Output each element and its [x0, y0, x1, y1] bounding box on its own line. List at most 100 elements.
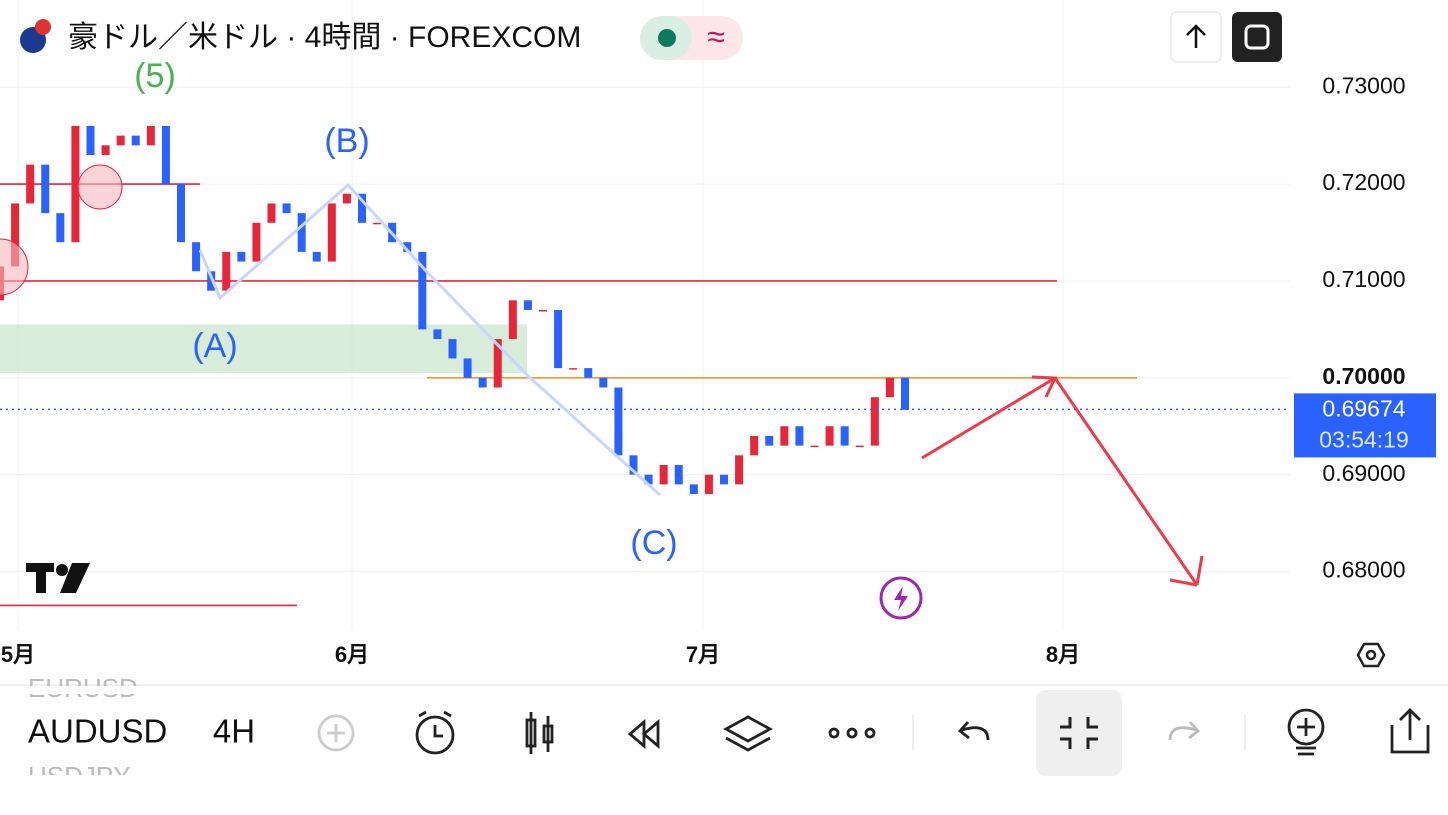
candle-body	[901, 377, 909, 410]
y-tick-label: 0.72000	[1322, 169, 1405, 195]
candle-body	[56, 213, 65, 243]
candle-body	[403, 242, 412, 252]
candle-body	[704, 474, 713, 495]
price-badge	[1294, 393, 1436, 458]
candle-body	[146, 125, 155, 146]
circle-drawing	[0, 238, 29, 296]
y-tick-label: 0.68000	[1322, 557, 1405, 583]
fade	[0, 775, 180, 795]
arrows	[921, 375, 1204, 587]
candle-body	[599, 377, 608, 388]
candle-body	[795, 426, 804, 446]
candle-body	[312, 251, 321, 262]
candle-body	[222, 251, 231, 291]
candle-body	[478, 377, 487, 388]
candle-body	[584, 368, 593, 378]
symbol-selected[interactable]: AUDUSD	[28, 713, 167, 750]
candle-body	[342, 193, 351, 204]
delay-icon: ≈	[707, 18, 725, 54]
candle-body	[810, 445, 819, 448]
plot: 0.73000 0.72000 0.71000 0.70000 0.69000 0.680…	[0, 0, 1436, 667]
annotation: (B)	[324, 122, 369, 160]
candle-body	[674, 465, 683, 485]
candle-body	[629, 455, 638, 475]
candle-body	[418, 251, 427, 330]
x-tick-label: 8月	[1046, 642, 1080, 667]
candle-body	[71, 125, 80, 243]
fullscreen-button[interactable]	[1232, 12, 1282, 62]
candle-body	[192, 242, 201, 272]
candle-body	[720, 474, 728, 485]
symbol-title: 豪ドル／米ドル · 4時間 · FOREXCOM	[68, 21, 581, 54]
event-icon[interactable]	[879, 576, 923, 620]
candle-body	[86, 125, 95, 155]
candle-body	[207, 271, 216, 291]
share[interactable]	[1390, 708, 1430, 754]
annotation: (5)	[134, 57, 176, 95]
x-tick-label: 7月	[686, 642, 720, 667]
annotation: (A)	[192, 327, 237, 365]
add-indicator[interactable]	[1287, 708, 1325, 756]
candle-body	[870, 397, 879, 446]
candle-body	[252, 222, 261, 262]
candle-body	[493, 339, 502, 388]
candle-body	[825, 426, 834, 446]
candle-body	[539, 310, 547, 312]
candle-body	[765, 435, 774, 446]
interval[interactable]: 4H	[213, 713, 255, 750]
candle-body	[554, 310, 563, 369]
wave-line	[198, 182, 429, 301]
collapse-button[interactable]	[1036, 690, 1122, 776]
candle-body	[644, 474, 653, 485]
candle-body	[282, 203, 291, 214]
candle-body	[885, 377, 894, 398]
undo[interactable]	[957, 721, 990, 741]
candle-body	[267, 203, 276, 223]
candle-body	[131, 135, 140, 146]
event-icon	[894, 586, 908, 611]
settings-icon[interactable]	[1356, 642, 1386, 668]
icon	[1060, 717, 1098, 749]
candle-body	[508, 300, 517, 340]
candle-body	[101, 145, 110, 155]
candle-body	[26, 164, 35, 204]
candle-body	[750, 435, 759, 456]
candle-body	[735, 455, 744, 485]
candle-body	[463, 358, 472, 378]
candle-body	[297, 213, 306, 252]
fade	[0, 686, 180, 694]
candle-body	[840, 426, 849, 446]
annotation: (C)	[630, 524, 677, 562]
tv-logo	[26, 563, 90, 593]
candle-body	[11, 203, 20, 267]
y-tick-label: 0.69000	[1322, 460, 1405, 486]
candle-body	[358, 193, 366, 223]
candle-body	[161, 125, 170, 185]
x-tick-label: 6月	[335, 642, 369, 667]
candle-body	[237, 251, 246, 262]
zone	[0, 324, 527, 373]
candle-body	[327, 203, 336, 262]
y-tick-label: 0.73000	[1322, 72, 1405, 98]
candle-body	[373, 222, 382, 225]
candle-body	[41, 164, 50, 214]
flag	[35, 19, 51, 35]
circle-drawing	[77, 164, 123, 210]
x-tick-label: 5月	[1, 642, 35, 667]
y-tick-label: 0.70000	[1322, 363, 1405, 389]
market-open	[658, 29, 676, 47]
candle-body	[614, 387, 623, 456]
candle-body	[433, 329, 442, 340]
candle-body	[689, 484, 698, 495]
redo[interactable]	[1168, 721, 1201, 741]
icon	[1186, 24, 1206, 48]
last-price-label: 0.69674	[1322, 395, 1405, 421]
candle-body	[780, 426, 789, 446]
candle-body	[448, 339, 457, 359]
candle-body	[569, 368, 578, 370]
toolbar-icons	[317, 710, 876, 755]
candle-body	[855, 445, 864, 448]
